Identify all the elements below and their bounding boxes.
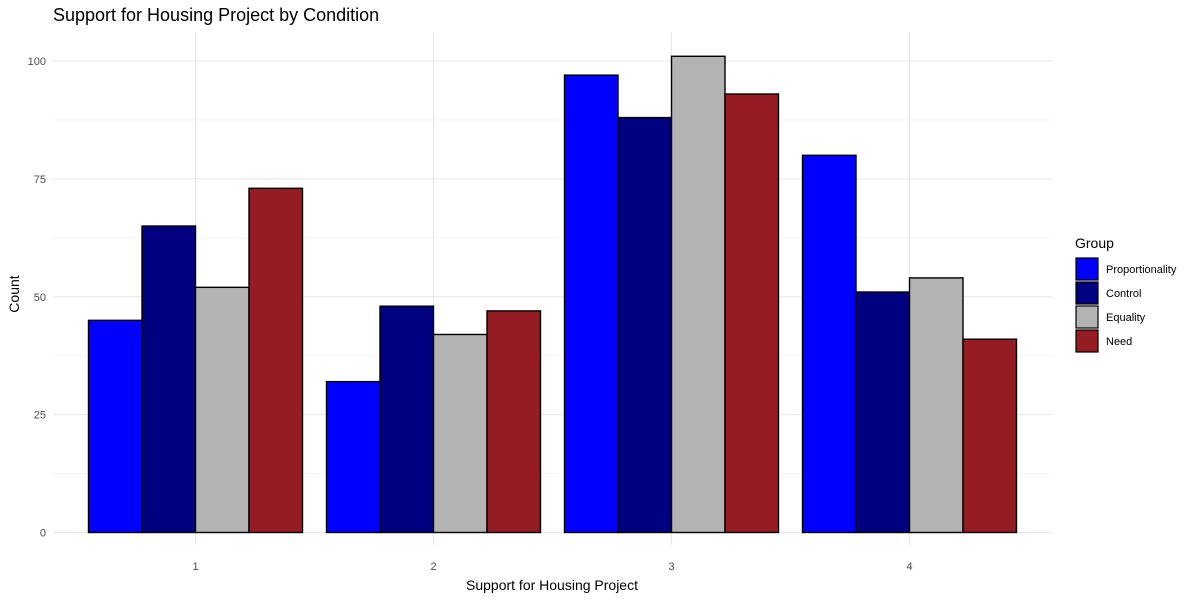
x-axis-title: Support for Housing Project [466, 577, 638, 593]
bar-need-2 [486, 310, 542, 534]
bar-control-3 [617, 116, 673, 534]
legend-swatch-need [1075, 329, 1099, 353]
bar-need-4 [962, 338, 1018, 534]
chart-title: Support for Housing Project by Condition [53, 5, 379, 25]
bar-need-1 [248, 187, 304, 534]
y-tick-label: 75 [34, 174, 46, 186]
legend-label-proportionality: Proportionality [1106, 264, 1177, 276]
bar-proportionality-4 [801, 154, 857, 534]
legend-swatch-proportionality [1075, 257, 1099, 281]
bars [87, 55, 1018, 534]
bar-equality-1 [194, 286, 250, 534]
bar-need-3 [724, 93, 780, 534]
bar-proportionality-2 [325, 380, 381, 534]
x-tick-label: 4 [906, 561, 912, 573]
bar-proportionality-3 [563, 74, 619, 534]
y-tick-label: 25 [34, 410, 46, 422]
bar-equality-3 [670, 55, 726, 534]
y-tick-label: 0 [40, 528, 46, 540]
bar-proportionality-1 [87, 319, 143, 534]
bar-control-2 [379, 305, 435, 534]
y-tick-label: 100 [28, 56, 46, 68]
legend-swatch-equality [1075, 305, 1099, 329]
y-axis-ticks: 0 25 50 75 100 [28, 56, 46, 540]
x-tick-label: 1 [192, 561, 198, 573]
x-tick-label: 3 [668, 561, 674, 573]
legend: Group Proportionality Control Equality Need [1075, 235, 1177, 353]
legend-title: Group [1075, 235, 1114, 251]
bar-equality-2 [432, 333, 488, 534]
y-axis-title: Count [6, 275, 22, 312]
bar-control-4 [855, 291, 911, 534]
y-tick-label: 50 [34, 292, 46, 304]
legend-label-control: Control [1106, 288, 1141, 300]
legend-label-need: Need [1106, 336, 1132, 348]
x-tick-label: 2 [430, 561, 436, 573]
legend-label-equality: Equality [1106, 312, 1146, 324]
x-axis-ticks: 1 2 3 4 [192, 561, 912, 573]
bar-control-1 [141, 225, 197, 534]
legend-swatch-control [1075, 281, 1099, 305]
bar-equality-4 [908, 277, 964, 534]
